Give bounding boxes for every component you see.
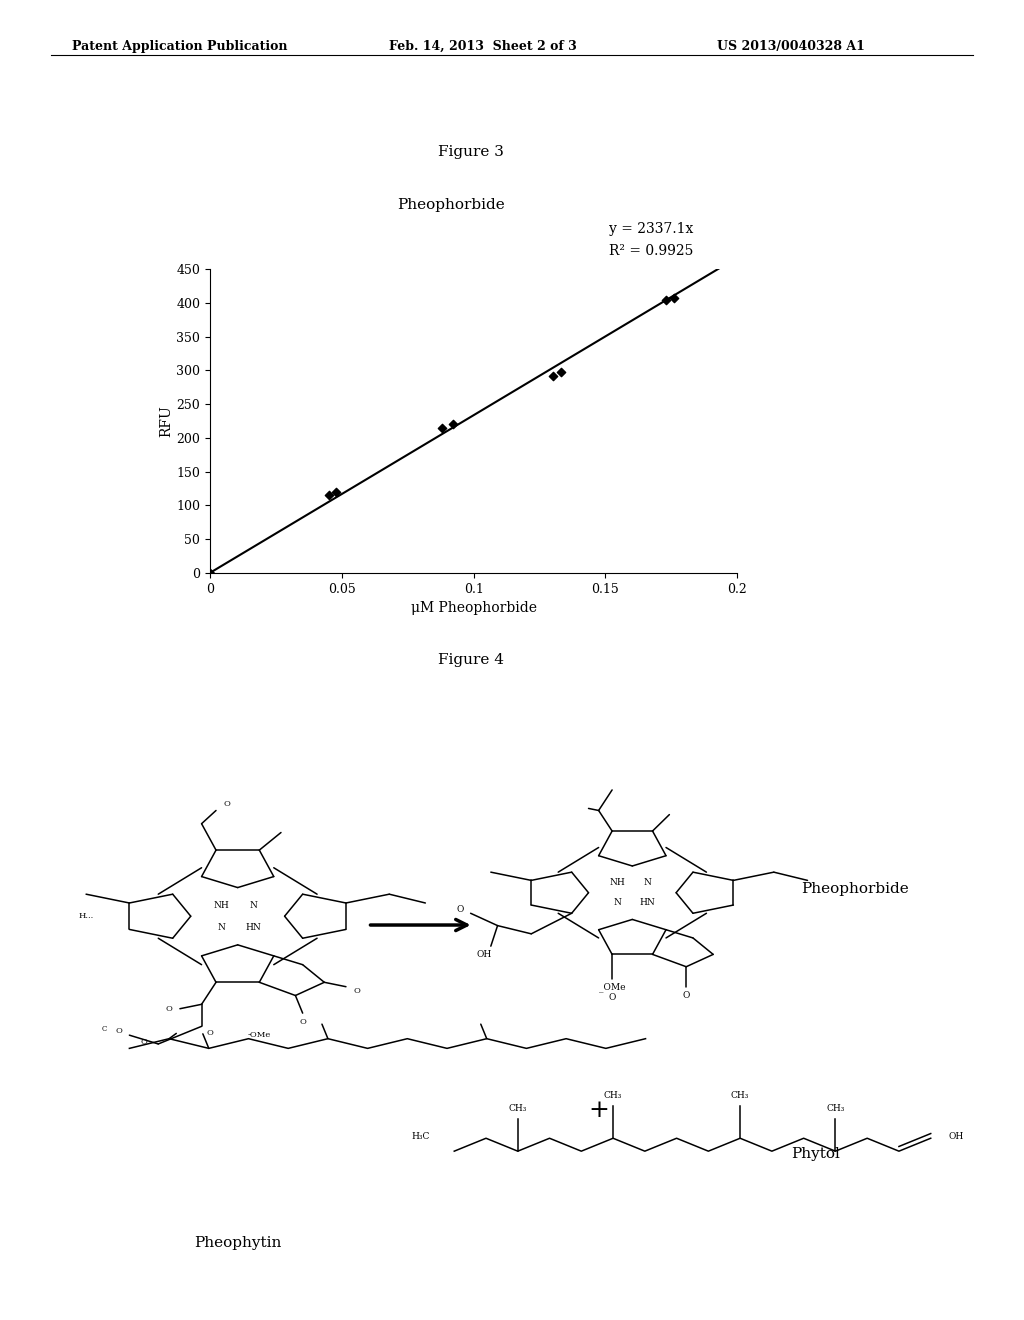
Point	[202, 562, 218, 583]
Text: O: O	[353, 987, 360, 995]
Text: CH₃: CH₃	[509, 1104, 527, 1113]
Text: C: C	[101, 1024, 106, 1032]
Text: R² = 0.9925: R² = 0.9925	[609, 244, 693, 259]
Point	[444, 414, 461, 436]
Text: CH₃: CH₃	[731, 1090, 750, 1100]
Text: Phytol: Phytol	[792, 1147, 840, 1162]
Text: Feb. 14, 2013  Sheet 2 of 3: Feb. 14, 2013 Sheet 2 of 3	[389, 40, 577, 53]
Text: OH: OH	[948, 1133, 964, 1140]
Text: N: N	[643, 878, 651, 887]
Text: CH₃: CH₃	[604, 1090, 623, 1100]
Point	[545, 366, 561, 387]
Text: OH: OH	[476, 950, 492, 958]
Text: CH₃: CH₃	[826, 1104, 845, 1113]
Text: O: O	[207, 1030, 214, 1038]
Text: NH: NH	[214, 900, 229, 909]
Point	[666, 286, 682, 308]
Text: O: O	[683, 991, 690, 1001]
Text: Patent Application Publication: Patent Application Publication	[72, 40, 287, 53]
Text: O: O	[115, 1027, 122, 1035]
Text: Figure 4: Figure 4	[438, 653, 504, 668]
Text: O: O	[299, 1018, 306, 1026]
Text: NH: NH	[609, 878, 626, 887]
Text: N: N	[218, 923, 225, 932]
Text: HN: HN	[246, 923, 261, 932]
Text: Pheophorbide: Pheophorbide	[801, 882, 908, 895]
Text: O: O	[608, 993, 615, 1002]
Text: Figure 3: Figure 3	[438, 145, 504, 160]
Text: Pheophorbide: Pheophorbide	[396, 198, 505, 213]
Text: HN: HN	[639, 899, 655, 907]
Text: O: O	[457, 904, 464, 913]
X-axis label: μM Pheophorbide: μM Pheophorbide	[411, 601, 537, 615]
Point	[657, 289, 674, 310]
Text: H...: H...	[78, 912, 93, 920]
Text: O: O	[140, 1038, 147, 1045]
Text: y = 2337.1x: y = 2337.1x	[609, 222, 693, 236]
Text: O: O	[223, 800, 230, 808]
Text: O: O	[166, 1005, 172, 1012]
Text: -OMe: -OMe	[248, 1031, 271, 1039]
Text: +: +	[588, 1098, 609, 1122]
Text: Pheophytin: Pheophytin	[194, 1236, 282, 1250]
Point	[321, 484, 337, 506]
Text: N: N	[250, 900, 257, 909]
Text: US 2013/0040328 A1: US 2013/0040328 A1	[717, 40, 864, 53]
Text: N: N	[613, 899, 622, 907]
Point	[552, 362, 568, 383]
Y-axis label: RFU: RFU	[160, 405, 173, 437]
Point	[434, 417, 451, 438]
Text: _OMe: _OMe	[599, 982, 626, 993]
Point	[329, 482, 345, 503]
Text: H₃C: H₃C	[412, 1133, 430, 1140]
